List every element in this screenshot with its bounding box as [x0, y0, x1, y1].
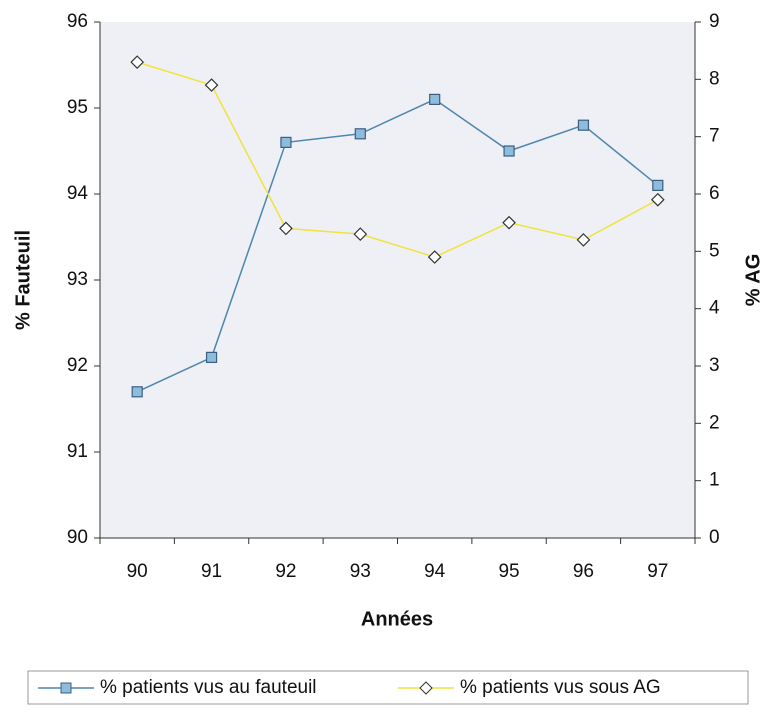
marker — [652, 179, 664, 191]
y2-tick-label: 7 — [709, 126, 720, 147]
y-tick-label: 94 — [67, 183, 89, 204]
x-tick-label: 96 — [573, 561, 594, 582]
y2-tick-label: 2 — [709, 412, 720, 433]
x-tick-label: 97 — [647, 561, 668, 582]
x-tick-label: 94 — [424, 561, 446, 582]
legend-label: % patients vus au fauteuil — [100, 677, 317, 698]
legend-marker — [419, 681, 433, 695]
marker — [576, 233, 591, 247]
y2-axis-title: % AG — [742, 254, 764, 307]
marker — [503, 145, 515, 157]
marker — [279, 221, 293, 236]
y-tick-label: 93 — [67, 269, 88, 290]
y2-tick-label: 1 — [709, 470, 720, 491]
x-tick-label: 92 — [275, 561, 296, 582]
marker — [429, 93, 441, 106]
y-tick-label: 95 — [67, 97, 88, 118]
marker — [577, 119, 590, 131]
marker — [204, 78, 219, 92]
legend-marker — [60, 682, 72, 694]
marker — [280, 136, 292, 148]
y2-tick-label: 9 — [709, 11, 720, 32]
legend-box — [27, 670, 749, 705]
y-axis-title: % Fauteuil — [12, 230, 34, 330]
marker — [502, 215, 516, 230]
y2-tick-label: 5 — [709, 240, 720, 261]
x-tick-label: 91 — [201, 561, 222, 582]
y2-tick-label: 0 — [709, 527, 720, 548]
marker — [354, 128, 366, 140]
marker — [131, 386, 143, 398]
plot-area — [100, 22, 695, 538]
series-line — [136, 61, 659, 258]
y2-tick-label: 8 — [709, 68, 720, 89]
marker — [353, 227, 368, 241]
marker — [427, 250, 442, 264]
y2-tick-label: 4 — [709, 298, 720, 319]
y-tick-label: 96 — [67, 11, 88, 32]
y2-tick-label: 3 — [709, 355, 720, 376]
series-line — [136, 98, 659, 393]
x-axis-title: Années — [361, 608, 433, 630]
marker — [205, 351, 218, 363]
x-tick-label: 93 — [350, 561, 371, 582]
y-tick-label: 91 — [67, 441, 88, 462]
y-tick-label: 90 — [67, 527, 88, 548]
legend-label: % patients vus sous AG — [460, 677, 661, 698]
marker — [650, 192, 665, 207]
x-tick-label: 90 — [127, 561, 148, 582]
y-tick-label: 92 — [67, 355, 88, 376]
x-tick-label: 95 — [498, 561, 519, 582]
y2-tick-label: 6 — [709, 183, 720, 204]
marker — [130, 55, 145, 69]
